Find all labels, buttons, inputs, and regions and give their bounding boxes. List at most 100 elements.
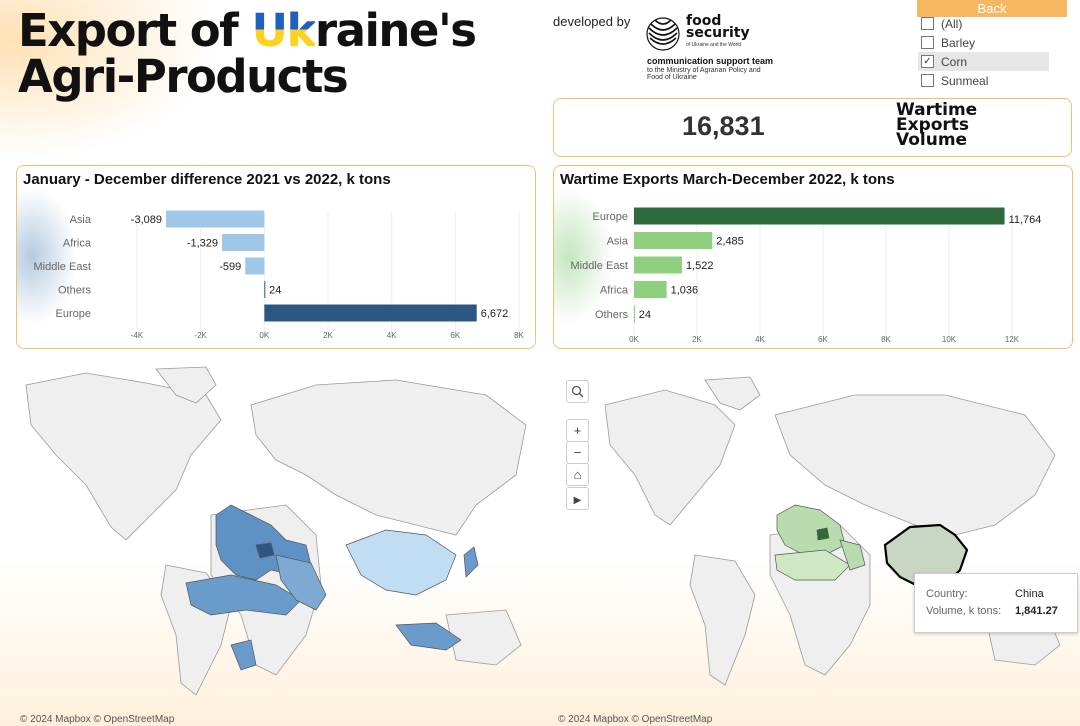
header-glow: [0, 0, 220, 160]
filter-option-label: Corn: [941, 54, 968, 69]
checkbox[interactable]: [921, 36, 934, 49]
bar[interactable]: [634, 207, 1005, 225]
page-title: Export of Ukraine's Agri-Products: [18, 4, 477, 103]
filter-option-label: (All): [941, 16, 963, 31]
x-tick-label: 8K: [514, 331, 524, 340]
category-label: Europe: [593, 211, 628, 223]
zoom-in-button[interactable]: +: [566, 419, 589, 442]
map-search-button[interactable]: [566, 380, 589, 403]
china-highlight: [883, 523, 969, 589]
category-label: Asia: [607, 236, 629, 248]
filter-option[interactable]: Sunmeal: [918, 71, 1058, 90]
difference-chart-title: January - December difference 2021 vs 20…: [23, 171, 391, 188]
category-label: Others: [58, 285, 92, 297]
eurasia-landmass: [774, 394, 1056, 536]
search-icon: [571, 385, 584, 398]
wartime-chart-panel: Wartime Exports March-December 2022, k t…: [553, 165, 1073, 349]
bar[interactable]: [245, 257, 265, 275]
category-label: Asia: [70, 214, 92, 226]
x-tick-label: 2K: [692, 335, 702, 344]
bar[interactable]: [634, 281, 667, 298]
food-security-logo-icon: [646, 17, 680, 51]
value-label: 2,485: [716, 236, 744, 248]
bar[interactable]: [166, 210, 265, 228]
category-label: Middle East: [571, 260, 628, 272]
value-label: -599: [219, 261, 241, 273]
x-tick-label: -4K: [131, 331, 144, 340]
value-label: 6,672: [481, 308, 509, 320]
map-2021-vs-2022[interactable]: [16, 365, 536, 715]
value-label: -1,329: [187, 238, 218, 250]
north-africa-highlight: [185, 574, 302, 616]
play-icon: ▶: [573, 495, 582, 506]
tooltip-country-label: Country:: [926, 588, 968, 600]
category-label: Africa: [63, 238, 92, 250]
reset-map-button[interactable]: ⌂: [566, 463, 589, 486]
x-tick-label: -2K: [194, 331, 207, 340]
bar[interactable]: [634, 305, 635, 323]
developed-by-label: developed by: [553, 14, 631, 29]
product-filter: (All) Barley ✓ Corn Sunmeal: [918, 14, 1058, 90]
x-tick-label: 10K: [942, 335, 957, 344]
plus-icon: +: [573, 423, 582, 438]
bar[interactable]: [264, 281, 266, 298]
value-label: -3,089: [131, 214, 162, 226]
kpi-label: Wartime Exports Volume: [896, 100, 978, 150]
difference-chart: -4K -2K 0K 2K 4K 6K 8K Asia -3,089 Africa -1,329 Mi…: [34, 210, 525, 340]
southern-africa-highlight: [230, 639, 257, 671]
bar[interactable]: [634, 256, 682, 274]
checkbox[interactable]: [921, 17, 934, 30]
greenland-landmass: [704, 376, 761, 411]
ukraine-region: [255, 542, 275, 559]
value-label: 1,522: [686, 260, 714, 272]
value-label: 1,036: [671, 285, 699, 297]
filter-option[interactable]: (All): [918, 14, 1058, 33]
category-label: Others: [595, 309, 629, 321]
x-tick-label: 6K: [818, 335, 828, 344]
map-tools-expand-button[interactable]: ▶: [566, 487, 589, 510]
tooltip-country-value: China: [1015, 588, 1044, 600]
category-label: Europe: [56, 308, 91, 320]
bar[interactable]: [634, 232, 713, 249]
value-label: 24: [639, 309, 651, 321]
value-label: 24: [269, 285, 281, 297]
x-tick-label: 12K: [1005, 335, 1020, 344]
ukraine-flag-letters: Uk: [251, 4, 316, 57]
zoom-out-button[interactable]: −: [566, 441, 589, 464]
japan-highlight: [463, 546, 479, 578]
north-america-landmass: [604, 389, 736, 526]
x-tick-label: 6K: [450, 331, 460, 340]
map-credit-right: © 2024 Mapbox © OpenStreetMap: [558, 714, 713, 725]
europe-highlight: [776, 504, 846, 556]
middle-east-highlight: [839, 539, 866, 571]
home-icon: ⌂: [573, 467, 582, 482]
category-label: Middle East: [34, 261, 91, 273]
map-tooltip: Country: China Volume, k tons: 1,841.27: [914, 573, 1078, 633]
poland-highlight: [816, 527, 830, 541]
map-wartime-exports[interactable]: [555, 365, 1075, 715]
wartime-chart-title: Wartime Exports March-December 2022, k t…: [560, 171, 895, 188]
x-tick-label: 4K: [755, 335, 765, 344]
north-america-landmass: [25, 372, 222, 541]
difference-chart-panel: January - December difference 2021 vs 20…: [16, 165, 536, 349]
map-credit-left: © 2024 Mapbox © OpenStreetMap: [20, 714, 175, 725]
checkbox[interactable]: ✓: [921, 55, 934, 68]
filter-option[interactable]: ✓ Corn: [918, 52, 1049, 71]
team-name: communication support team: [647, 56, 774, 66]
logo-wordmark: food security: [686, 13, 750, 41]
back-button[interactable]: Back: [917, 0, 1067, 17]
greenland-landmass: [155, 366, 217, 404]
middle-east-highlight: [275, 554, 327, 611]
tooltip-volume-label: Volume, k tons:: [926, 605, 1002, 617]
filter-option-label: Barley: [941, 35, 976, 50]
x-tick-label: 8K: [881, 335, 891, 344]
southeast-asia-highlight: [395, 622, 462, 651]
logo-subtitle: of Ukraine and the World: [686, 42, 742, 48]
team-subtitle: to the Ministry of Agrarian Policy and F…: [647, 67, 761, 81]
bar[interactable]: [222, 234, 265, 251]
bar[interactable]: [264, 304, 477, 322]
kpi-value: 16,831: [682, 111, 765, 141]
eurasia-landmass: [250, 379, 527, 536]
checkbox[interactable]: [921, 74, 934, 87]
filter-option[interactable]: Barley: [918, 33, 1058, 52]
